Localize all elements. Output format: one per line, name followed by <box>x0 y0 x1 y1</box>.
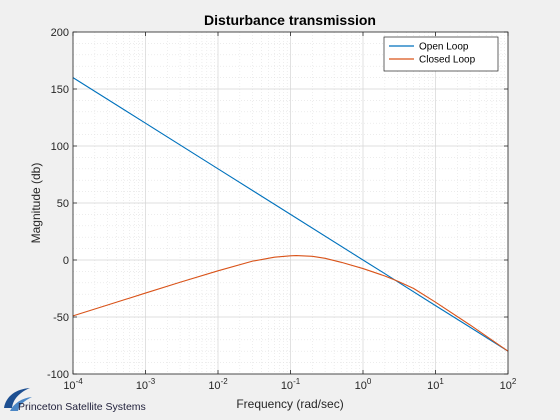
grid <box>72 31 509 375</box>
chart-title: Disturbance transmission <box>204 12 376 28</box>
x-tick-label: 10-4 <box>63 377 83 392</box>
logo-swoosh-accent-icon <box>10 397 32 411</box>
legend-label: Closed Loop <box>419 55 476 66</box>
y-tick-label: 50 <box>57 198 69 210</box>
series-line-closed-loop <box>72 255 509 352</box>
y-tick-label: 150 <box>51 84 69 96</box>
x-axis-label: Frequency (rad/sec) <box>236 397 343 411</box>
watermark-text: Princeton Satellite Systems <box>18 401 146 413</box>
logo-swoosh-icon <box>4 388 30 408</box>
legend-label: Open Loop <box>419 42 469 53</box>
y-axis-label: Magnitude (db) <box>29 163 43 244</box>
y-tick-label: -100 <box>47 369 69 381</box>
y-tick-label: 200 <box>51 27 69 39</box>
princeton-satellite-systems-logo: Princeton Satellite Systems <box>4 388 146 413</box>
y-tick-label: 100 <box>51 141 69 153</box>
x-tick-label: 101 <box>427 377 444 392</box>
y-tick-label: 0 <box>63 255 69 267</box>
legend-box <box>383 36 499 72</box>
x-tick-label: 10-2 <box>208 377 228 392</box>
ticks: 10-4 10-3 10-2 10-1 100 101 102 200 150 100 50 0 -50… <box>47 27 517 392</box>
legend[interactable]: Open Loop Closed Loop <box>383 36 499 72</box>
series-line-open-loop <box>72 77 509 352</box>
y-tick-label: -50 <box>53 312 69 324</box>
x-tick-label: 100 <box>355 377 372 392</box>
x-tick-label: 102 <box>500 377 517 392</box>
series-layer <box>72 77 509 352</box>
x-tick-label: 10-1 <box>281 377 301 392</box>
x-tick-label: 10-3 <box>136 377 156 392</box>
